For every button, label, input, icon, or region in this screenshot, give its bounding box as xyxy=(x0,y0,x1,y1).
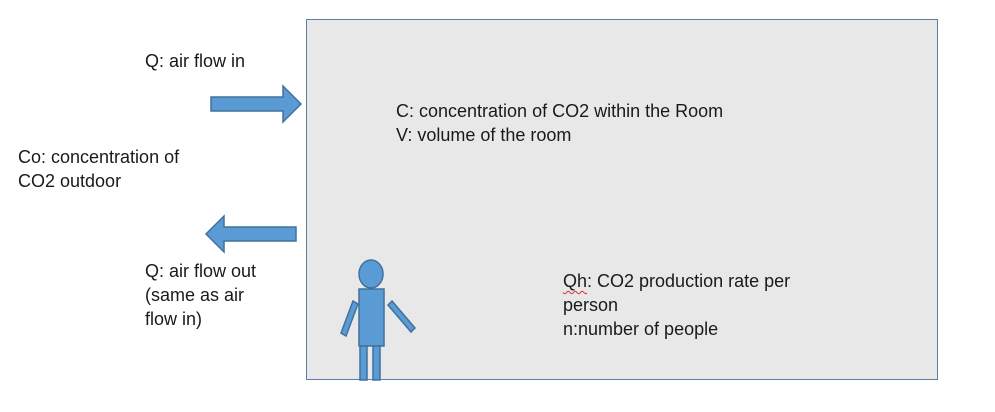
co2-production-label: Qh: CO2 production rate per person n:num… xyxy=(563,271,791,339)
room-co2-label: C: concentration of CO2 within the Room … xyxy=(396,101,724,145)
person-figure xyxy=(340,259,417,381)
air-flow-in-arrow xyxy=(210,84,303,124)
person-body xyxy=(358,288,385,347)
person-right-leg xyxy=(372,345,381,381)
outdoor-co2-label: Co: concentration of CO2 outdoor xyxy=(18,147,180,191)
spellcheck-underlined-word: Qh xyxy=(563,271,588,291)
room-box xyxy=(306,19,938,380)
person-left-leg xyxy=(359,345,368,381)
air-flow-out-arrow xyxy=(204,214,297,254)
air-flow-out-label: Q: air flow out (same as air flow in) xyxy=(145,261,257,329)
person-left-arm xyxy=(340,299,359,338)
person-head xyxy=(358,259,384,289)
air-flow-in-label: Q: air flow in xyxy=(145,51,246,71)
person-right-arm xyxy=(386,299,417,334)
